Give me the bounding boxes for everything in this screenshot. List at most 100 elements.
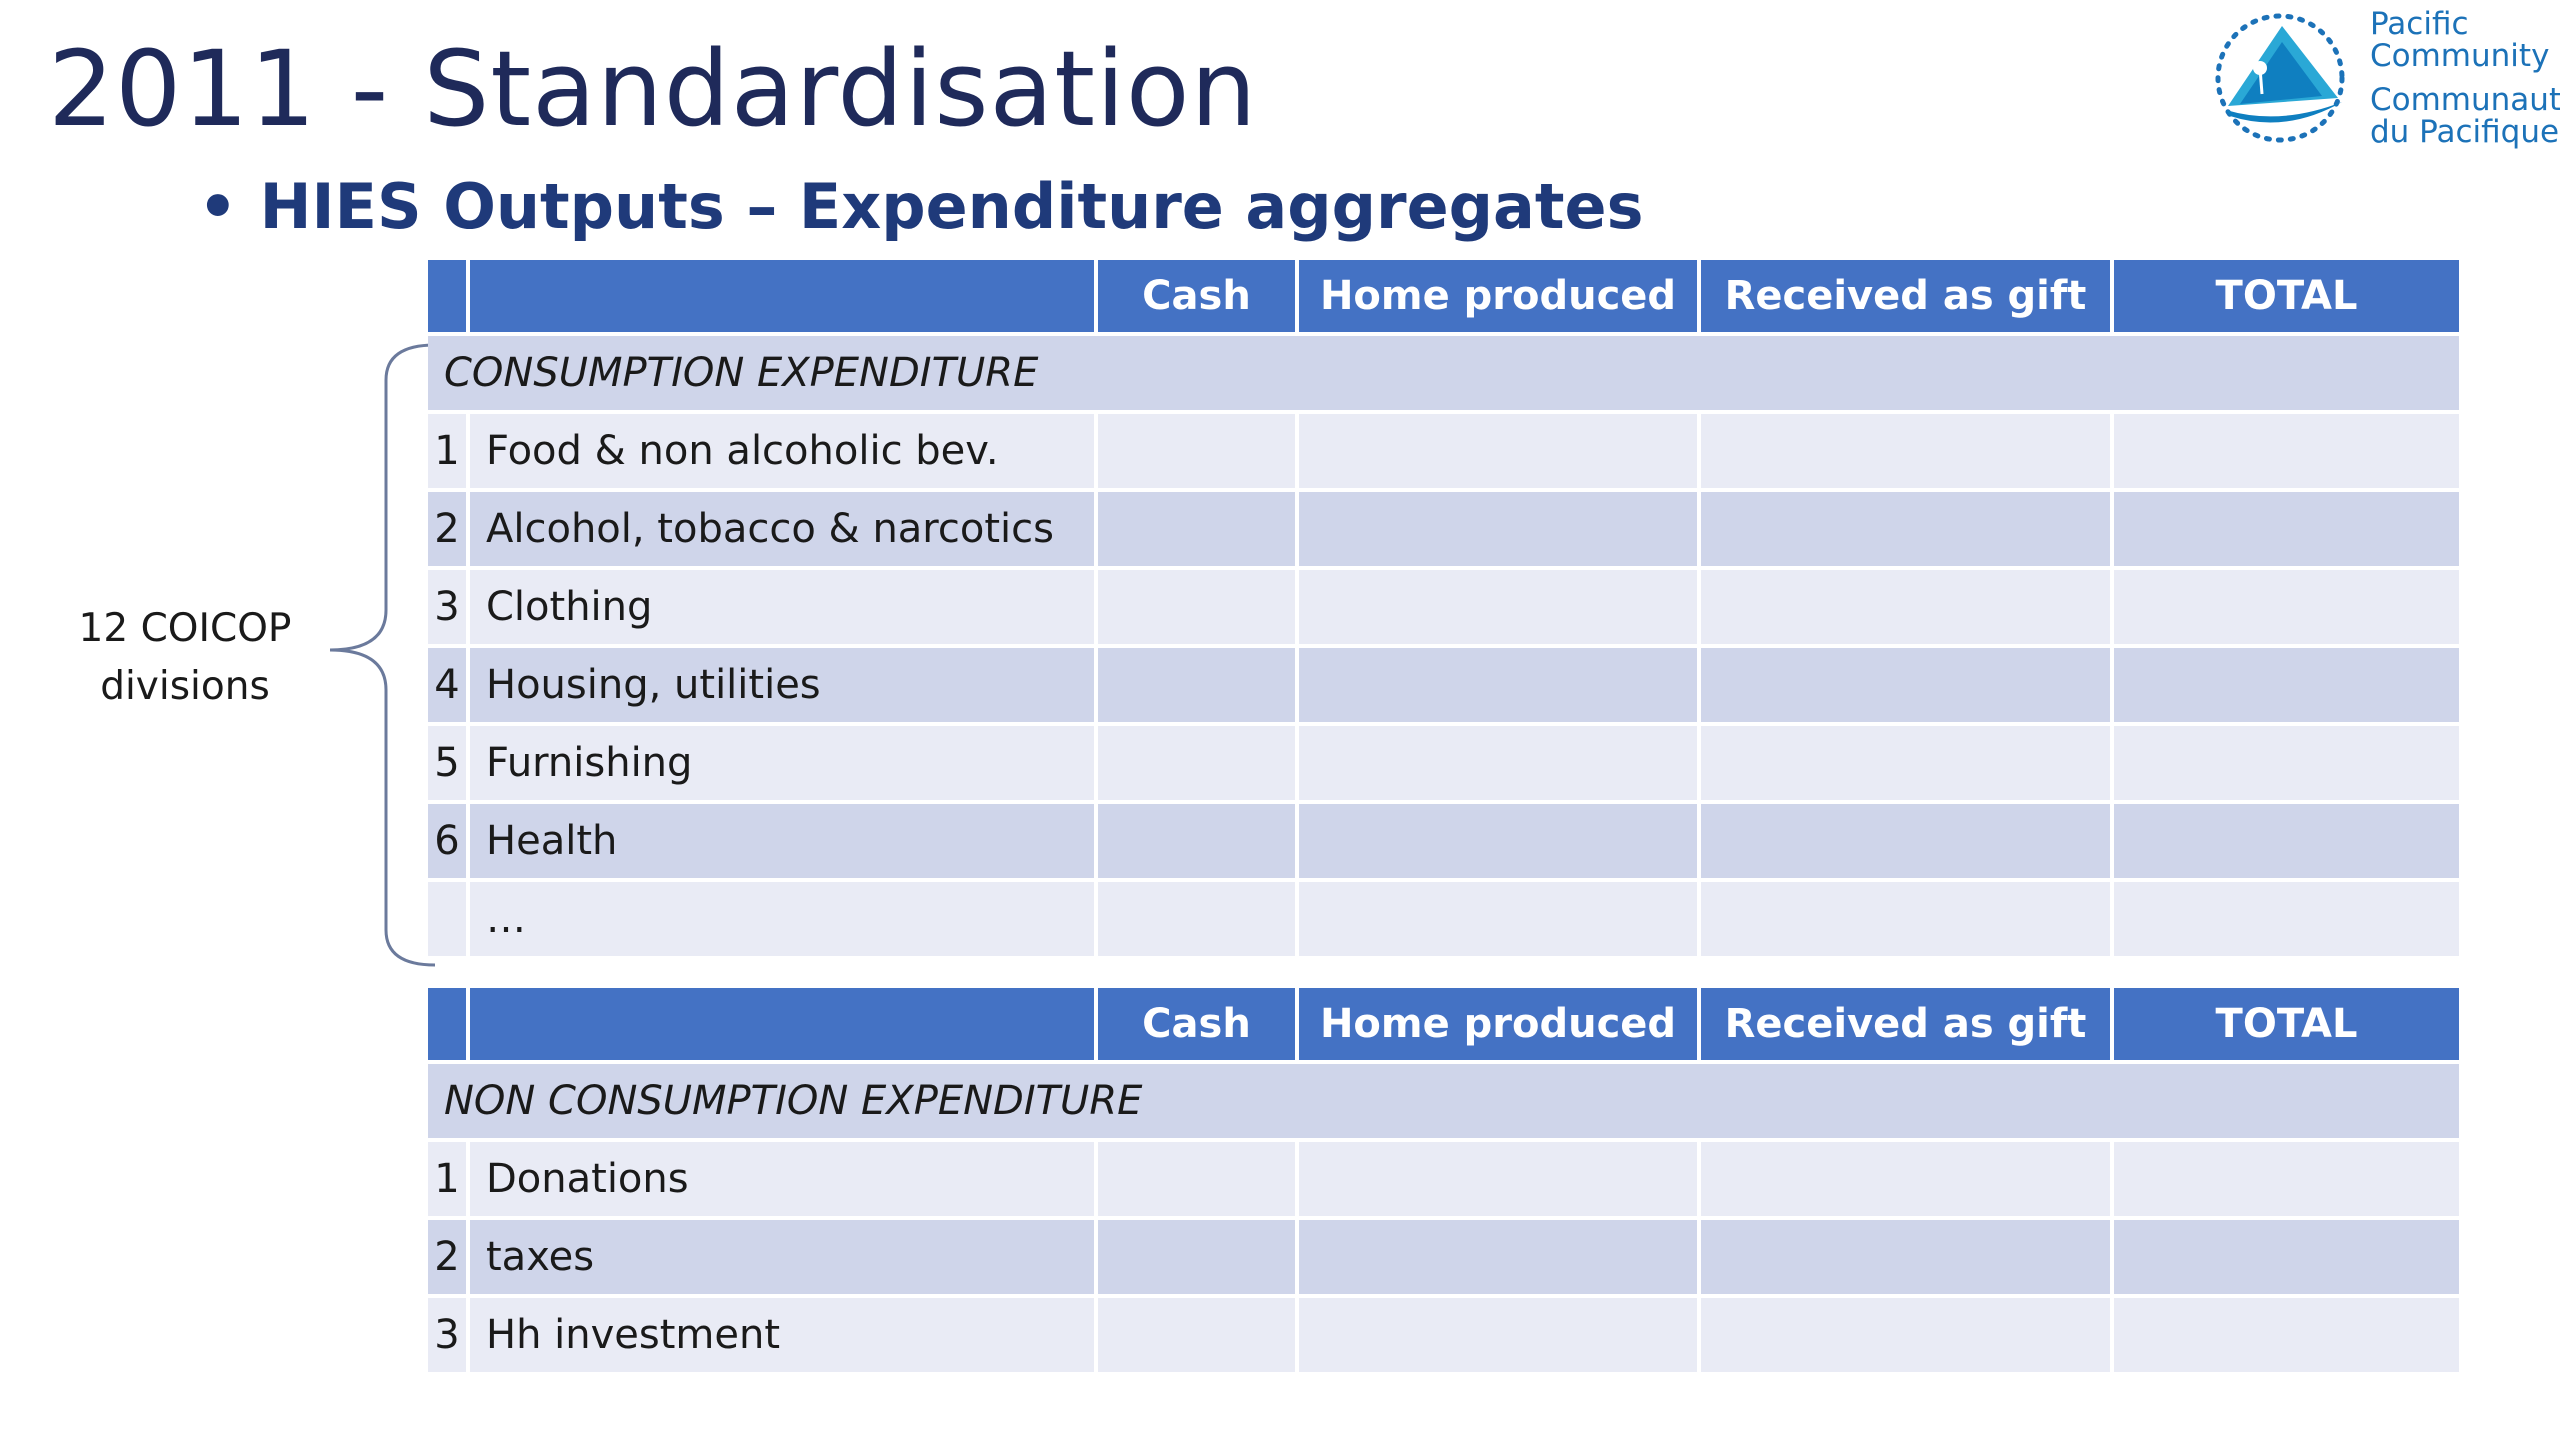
row-label: Furnishing [470, 726, 1098, 804]
slide-subtitle: • HIES Outputs – Expenditure aggregates [198, 170, 1643, 243]
cell-received-as-gift [1701, 882, 2114, 960]
row-label: Alcohol, tobacco & narcotics [470, 492, 1098, 570]
row-label: Clothing [470, 570, 1098, 648]
logo-text-english: Pacific Community [2370, 8, 2549, 72]
subtitle-text: HIES Outputs – Expenditure aggregates [259, 170, 1644, 243]
section-label: NON CONSUMPTION EXPENDITURE [428, 1064, 2463, 1142]
header-cell-label [470, 260, 1098, 336]
section-row: NON CONSUMPTION EXPENDITURE [428, 1064, 2463, 1142]
brace-label-line: 12 COICOP [78, 606, 292, 651]
table-row: 2 Alcohol, tobacco & narcotics [428, 492, 2463, 570]
header-total: TOTAL [2114, 988, 2463, 1064]
header-cell-number [428, 988, 470, 1064]
header-received-as-gift: Received as gift [1701, 988, 2114, 1064]
row-label: Hh investment [470, 1298, 1098, 1376]
curly-brace [329, 343, 436, 967]
row-number: 1 [428, 1142, 470, 1220]
logo-emblem-icon [2215, 13, 2345, 143]
cell-received-as-gift [1701, 804, 2114, 882]
consumption-expenditure-table: Cash Home produced Received as gift TOTA… [428, 260, 2463, 960]
cell-total [2114, 492, 2463, 570]
cell-received-as-gift [1701, 648, 2114, 726]
cell-received-as-gift [1701, 1142, 2114, 1220]
pacific-community-logo: Pacific Community Communauté du Pacifiqu… [2210, 6, 2560, 156]
cell-total [2114, 648, 2463, 726]
table-row: 5 Furnishing [428, 726, 2463, 804]
table-row: 2 taxes [428, 1220, 2463, 1298]
logo-text-line: Pacific [2370, 6, 2469, 42]
row-number: 5 [428, 726, 470, 804]
row-number [428, 882, 470, 960]
logo-text-line: Communauté [2370, 82, 2560, 118]
header-total: TOTAL [2114, 260, 2463, 336]
logo-text-french: Communauté du Pacifique [2370, 84, 2560, 148]
row-number: 1 [428, 414, 470, 492]
table-row: … [428, 882, 2463, 960]
section-row: CONSUMPTION EXPENDITURE [428, 336, 2463, 414]
coicop-divisions-label: 12 COICOP divisions [60, 600, 310, 716]
cell-received-as-gift [1701, 726, 2114, 804]
slide-title: 2011 - Standardisation [48, 28, 1258, 150]
table-row: 1 Donations [428, 1142, 2463, 1220]
section-label: CONSUMPTION EXPENDITURE [428, 336, 2463, 414]
row-label: Housing, utilities [470, 648, 1098, 726]
row-label: … [470, 882, 1098, 960]
cell-home-produced [1299, 1220, 1701, 1298]
table-row: 1 Food & non alcoholic bev. [428, 414, 2463, 492]
cell-cash [1098, 882, 1299, 960]
logo-text-line: Community [2370, 38, 2550, 74]
non-consumption-expenditure-table: Cash Home produced Received as gift TOTA… [428, 988, 2463, 1376]
table-row: 3 Hh investment [428, 1298, 2463, 1376]
cell-home-produced [1299, 570, 1701, 648]
row-number: 3 [428, 570, 470, 648]
row-label: Donations [470, 1142, 1098, 1220]
brace-label-line: divisions [100, 664, 270, 709]
row-number: 2 [428, 1220, 470, 1298]
header-home-produced: Home produced [1299, 988, 1701, 1064]
cell-home-produced [1299, 1142, 1701, 1220]
cell-home-produced [1299, 648, 1701, 726]
row-label: taxes [470, 1220, 1098, 1298]
cell-total [2114, 726, 2463, 804]
cell-received-as-gift [1701, 1220, 2114, 1298]
cell-received-as-gift [1701, 570, 2114, 648]
table-header-row: Cash Home produced Received as gift TOTA… [428, 260, 2463, 336]
cell-cash [1098, 726, 1299, 804]
cell-cash [1098, 570, 1299, 648]
cell-home-produced [1299, 492, 1701, 570]
header-cell-number [428, 260, 470, 336]
cell-total [2114, 804, 2463, 882]
cell-total [2114, 882, 2463, 960]
header-home-produced: Home produced [1299, 260, 1701, 336]
logo-text-line: du Pacifique [2370, 114, 2560, 150]
cell-home-produced [1299, 804, 1701, 882]
cell-cash [1098, 1142, 1299, 1220]
table-header-row: Cash Home produced Received as gift TOTA… [428, 988, 2463, 1064]
cell-total [2114, 570, 2463, 648]
header-received-as-gift: Received as gift [1701, 260, 2114, 336]
cell-cash [1098, 1298, 1299, 1376]
cell-home-produced [1299, 1298, 1701, 1376]
cell-received-as-gift [1701, 492, 2114, 570]
cell-home-produced [1299, 726, 1701, 804]
table-row: 6 Health [428, 804, 2463, 882]
cell-cash [1098, 804, 1299, 882]
row-number: 3 [428, 1298, 470, 1376]
table-row: 4 Housing, utilities [428, 648, 2463, 726]
cell-total [2114, 1220, 2463, 1298]
cell-total [2114, 1142, 2463, 1220]
cell-total [2114, 414, 2463, 492]
cell-received-as-gift [1701, 414, 2114, 492]
cell-cash [1098, 414, 1299, 492]
cell-cash [1098, 1220, 1299, 1298]
row-number: 4 [428, 648, 470, 726]
cell-cash [1098, 648, 1299, 726]
cell-total [2114, 1298, 2463, 1376]
row-label: Food & non alcoholic bev. [470, 414, 1098, 492]
bullet-point: • [198, 170, 238, 243]
cell-home-produced [1299, 414, 1701, 492]
cell-received-as-gift [1701, 1298, 2114, 1376]
row-number: 2 [428, 492, 470, 570]
row-label: Health [470, 804, 1098, 882]
cell-cash [1098, 492, 1299, 570]
